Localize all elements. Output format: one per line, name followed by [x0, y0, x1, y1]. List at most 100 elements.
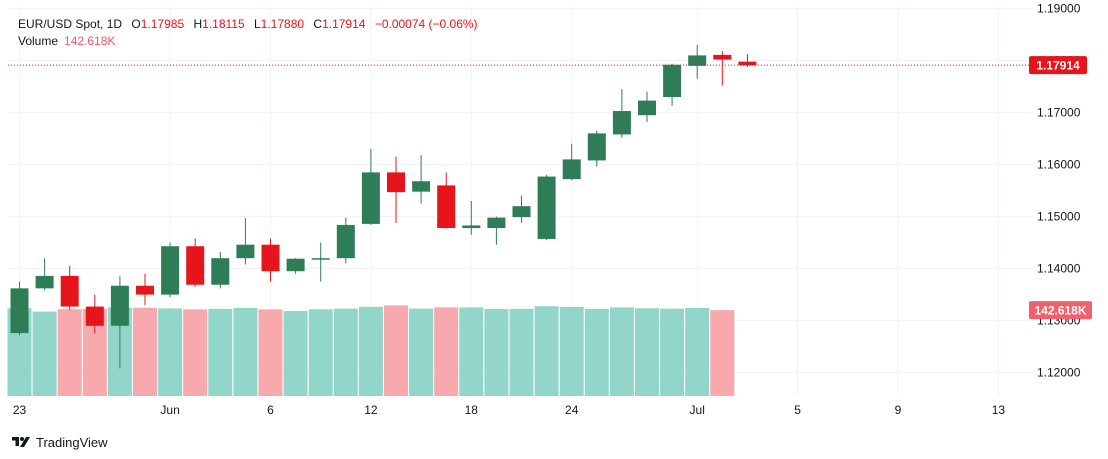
- y-tick-label: 1.14000: [1037, 262, 1081, 276]
- close-key: C: [313, 17, 323, 31]
- volume-bar: [685, 308, 710, 396]
- last-price-badge-bg: [1029, 56, 1087, 75]
- last-price-badge: 1.17914: [1029, 56, 1087, 75]
- candle-body: [738, 61, 757, 66]
- candle-body: [236, 244, 255, 259]
- volume-bar: [133, 307, 157, 396]
- volume-bar: [283, 311, 308, 396]
- candle[interactable]: [10, 281, 29, 336]
- candle-body: [537, 176, 556, 239]
- candle[interactable]: [211, 251, 230, 289]
- candle-body: [487, 217, 506, 229]
- candle-body: [136, 285, 154, 295]
- candle[interactable]: [261, 238, 280, 282]
- low-value: 1.17880: [260, 17, 305, 31]
- symbol-title[interactable]: EUR/USD Spot, 1D: [18, 17, 123, 31]
- volume-bar: [384, 305, 408, 396]
- volume-bar: [434, 307, 459, 396]
- open-value: 1.17985: [140, 17, 185, 31]
- candle[interactable]: [35, 258, 54, 291]
- candle[interactable]: [562, 143, 581, 181]
- volume-bar: [609, 307, 634, 396]
- volume-bar: [484, 309, 509, 396]
- change-value: −0.00074 (−0.06%): [374, 17, 478, 31]
- volume-bar: [183, 309, 208, 396]
- volume-bar: [208, 308, 233, 396]
- candle[interactable]: [612, 89, 631, 138]
- volume-bar: [559, 306, 584, 396]
- candle-body: [512, 206, 531, 218]
- x-tick-label: 18: [465, 403, 479, 417]
- volume-bar: [710, 310, 735, 396]
- candle-body: [612, 111, 631, 135]
- candle[interactable]: [311, 242, 330, 282]
- candle[interactable]: [161, 242, 180, 298]
- x-tick-label: Jul: [690, 403, 705, 417]
- y-tick-label: 1.12000: [1037, 366, 1081, 380]
- candle[interactable]: [738, 54, 757, 67]
- candle[interactable]: [110, 276, 129, 369]
- last-volume-badge: 142.618K: [1029, 301, 1092, 320]
- candle[interactable]: [487, 216, 506, 245]
- high-value: 1.18115: [202, 17, 245, 31]
- volume-bar: [258, 309, 283, 396]
- candle[interactable]: [60, 266, 79, 311]
- y-tick-label: 1.15000: [1037, 210, 1081, 224]
- tradingview-brand[interactable]: TradingView: [10, 433, 108, 451]
- low-key: L: [253, 17, 261, 31]
- candle-body: [387, 172, 405, 193]
- volume-bar: [635, 308, 659, 396]
- volume-bar: [308, 309, 333, 396]
- candle[interactable]: [236, 218, 255, 265]
- candle[interactable]: [136, 273, 154, 305]
- chart-legend: EUR/USD Spot, 1D O1.17985 H1.18115 L1.17…: [18, 16, 478, 50]
- candle[interactable]: [663, 63, 682, 106]
- candle[interactable]: [387, 156, 405, 223]
- last-volume-badge-label: 142.618K: [1034, 304, 1086, 318]
- candle-body: [311, 258, 330, 260]
- candle-body: [35, 275, 54, 289]
- x-tick-label: 5: [794, 403, 801, 417]
- volume-bar: [660, 308, 685, 396]
- x-tick-label: 12: [364, 403, 378, 417]
- x-tick-label: 13: [992, 403, 1006, 417]
- volume-label[interactable]: Volume: [18, 34, 59, 48]
- candle-body: [60, 275, 79, 307]
- x-tick-label: 9: [895, 403, 902, 417]
- candle-body: [336, 224, 355, 259]
- volume-bar: [158, 308, 183, 396]
- candle-body: [286, 258, 305, 272]
- candle-body: [361, 172, 380, 224]
- candle[interactable]: [336, 217, 355, 264]
- volume-bar: [584, 309, 609, 396]
- candle[interactable]: [361, 149, 380, 225]
- candle[interactable]: [85, 294, 104, 334]
- y-tick-label: 1.16000: [1037, 158, 1081, 172]
- last-volume-badge-bg: [1029, 301, 1092, 320]
- x-tick-label: 23: [13, 403, 27, 417]
- volume-bar: [333, 308, 358, 396]
- candle[interactable]: [186, 238, 205, 287]
- candle[interactable]: [412, 155, 431, 204]
- candle[interactable]: [512, 195, 531, 223]
- candle[interactable]: [462, 201, 481, 235]
- volume-value: 142.618K: [64, 34, 116, 48]
- x-axis[interactable]: 23 Jun 6 12 18 24 Jul 5 9 13: [13, 403, 1006, 417]
- x-tick-label: 6: [267, 403, 274, 417]
- candle[interactable]: [688, 45, 707, 79]
- volume-bar: [358, 306, 383, 396]
- candle-body: [688, 55, 707, 66]
- candle-body: [412, 181, 431, 192]
- candle[interactable]: [537, 175, 556, 240]
- candle[interactable]: [587, 130, 606, 167]
- candle[interactable]: [286, 258, 305, 274]
- volume-bar: [409, 308, 434, 396]
- candle[interactable]: [638, 91, 656, 122]
- candle-body: [638, 100, 656, 116]
- candle[interactable]: [437, 172, 456, 229]
- y-tick-label: 1.19000: [1037, 2, 1081, 16]
- candle-body: [663, 64, 682, 97]
- candle[interactable]: [713, 51, 732, 86]
